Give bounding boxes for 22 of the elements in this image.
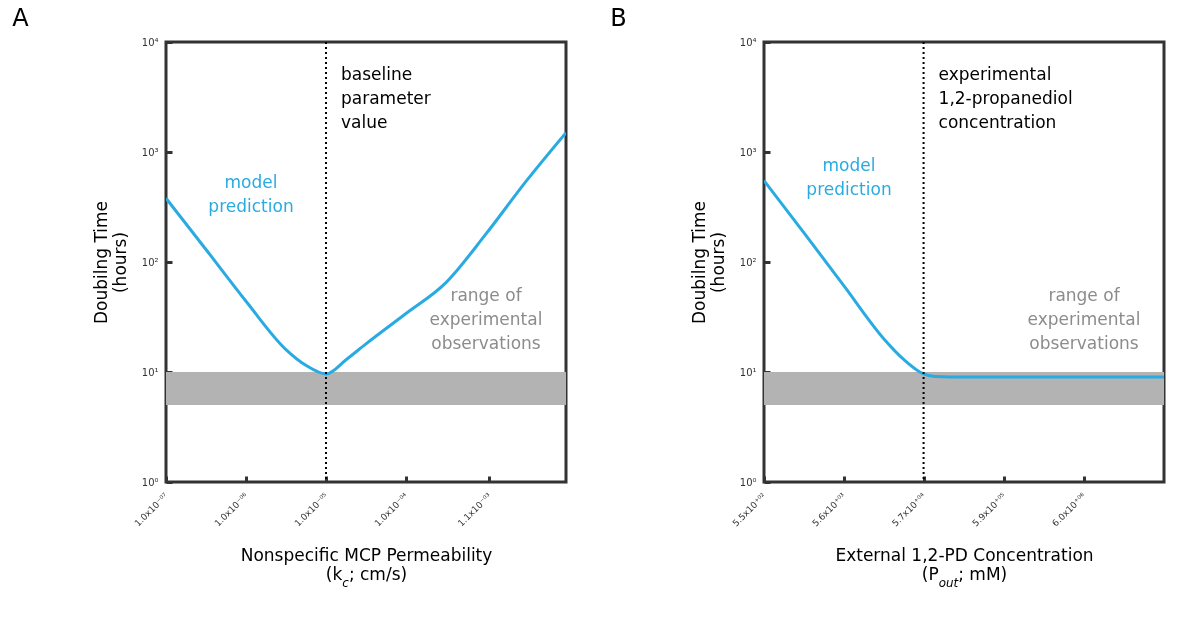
y-tick-label: 10¹ [141, 366, 159, 378]
x-axis-title: External 1,2-PD Concentration (P$_{out}$; mM) [835, 545, 1094, 591]
y-tick-label: 10⁴ [739, 36, 757, 48]
chart-title: B [610, 4, 627, 32]
y-tick-label: 10³ [739, 146, 757, 158]
y-tick-label: 10² [739, 256, 757, 268]
series-label: model prediction [208, 172, 294, 217]
series-label: model prediction [806, 154, 892, 199]
y-axis-title: Doubilng Time (hours) [90, 200, 130, 325]
band-label: range of experimental observations [1027, 285, 1141, 353]
y-tick-label: 10² [141, 256, 159, 268]
chart-title: A [12, 4, 30, 32]
y-tick-label: 10⁴ [141, 36, 159, 48]
ref-line-label: baseline parameter value [341, 64, 431, 132]
ref-line-label: experimental 1,2-propanediol concentration [938, 64, 1073, 132]
x-axis-title: Nonspecific MCP Permeability (k$_{c}$; cm/s) [240, 545, 493, 591]
y-tick-label: 10¹ [739, 366, 757, 378]
y-tick-label: 10⁰ [141, 476, 159, 488]
y-tick-label: 10⁰ [739, 476, 757, 488]
y-tick-label: 10³ [141, 146, 159, 158]
band-label: range of experimental observations [429, 285, 543, 353]
y-axis-title: Doubilng Time (hours) [688, 200, 728, 325]
